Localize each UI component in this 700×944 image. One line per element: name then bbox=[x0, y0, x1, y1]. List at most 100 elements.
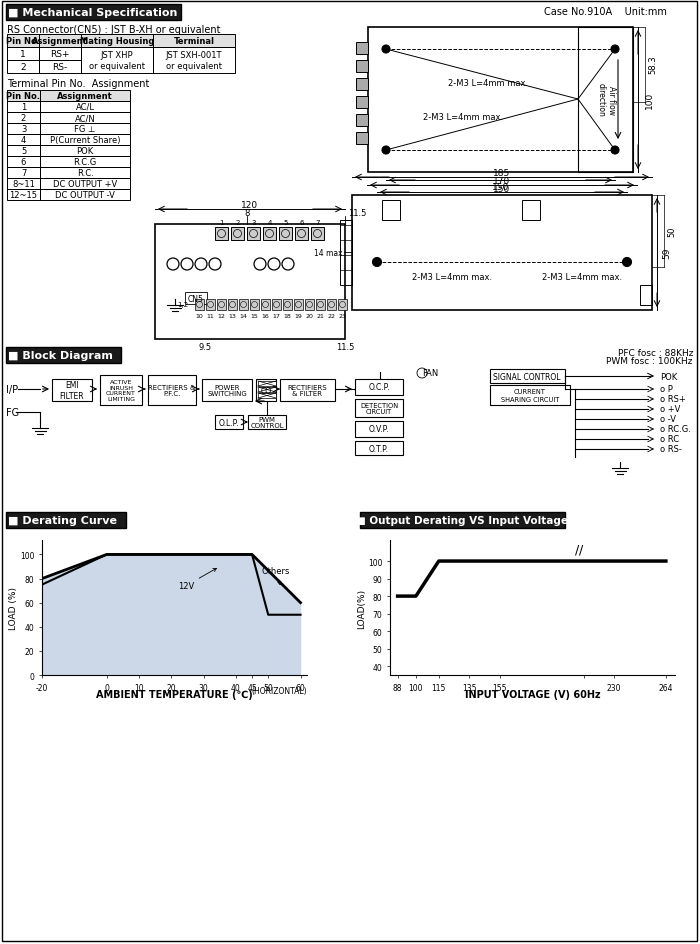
Bar bbox=[382, 201, 400, 221]
Bar bbox=[40, 178, 130, 190]
Text: DC OUTPUT +V: DC OUTPUT +V bbox=[53, 179, 117, 189]
Text: ■ Mechanical Specification: ■ Mechanical Specification bbox=[8, 8, 178, 18]
Bar bbox=[355, 399, 403, 417]
Text: 58.3: 58.3 bbox=[648, 56, 657, 75]
Bar bbox=[40, 135, 130, 145]
Bar bbox=[311, 228, 324, 241]
Text: ■ Block Diagram: ■ Block Diagram bbox=[8, 350, 113, 361]
Bar bbox=[261, 299, 270, 311]
Text: O.T.P.: O.T.P. bbox=[369, 444, 389, 453]
Text: o P: o P bbox=[660, 385, 673, 394]
Bar bbox=[39, 35, 81, 48]
Text: DETECTION
CIRCUIT: DETECTION CIRCUIT bbox=[360, 402, 398, 415]
Bar bbox=[360, 513, 565, 529]
Text: 2-M3 L=4mm max.: 2-M3 L=4mm max. bbox=[412, 273, 492, 282]
Text: 7: 7 bbox=[315, 220, 320, 226]
Bar bbox=[248, 415, 286, 430]
Bar bbox=[217, 299, 226, 311]
Bar bbox=[258, 394, 276, 398]
Text: AC/L: AC/L bbox=[76, 103, 94, 112]
Text: 23: 23 bbox=[339, 313, 346, 318]
Text: 14: 14 bbox=[239, 313, 247, 318]
Bar bbox=[155, 225, 345, 340]
Text: 2: 2 bbox=[21, 114, 26, 123]
Text: 11.5: 11.5 bbox=[348, 210, 366, 218]
Bar bbox=[352, 195, 652, 311]
Text: R.C.: R.C. bbox=[76, 169, 93, 177]
Text: Assignment: Assignment bbox=[57, 92, 113, 101]
Circle shape bbox=[611, 46, 619, 54]
Text: FAN: FAN bbox=[422, 369, 438, 379]
Bar bbox=[206, 299, 215, 311]
Text: 19: 19 bbox=[295, 313, 302, 318]
Bar bbox=[7, 190, 40, 201]
Bar bbox=[256, 379, 276, 401]
Text: 6: 6 bbox=[300, 220, 304, 226]
Bar bbox=[6, 347, 121, 363]
Text: 2: 2 bbox=[20, 63, 26, 72]
Bar bbox=[7, 135, 40, 145]
Text: CN5: CN5 bbox=[188, 295, 204, 303]
Bar bbox=[40, 113, 130, 124]
Bar bbox=[305, 299, 314, 311]
Bar bbox=[272, 299, 281, 311]
Text: O.L.P.: O.L.P. bbox=[218, 418, 239, 427]
Text: 12V: 12V bbox=[178, 568, 216, 591]
Text: ■ Derating Curve: ■ Derating Curve bbox=[8, 515, 118, 526]
Bar bbox=[39, 48, 81, 61]
Text: Case No.910A    Unit:mm: Case No.910A Unit:mm bbox=[544, 7, 666, 17]
Bar bbox=[280, 379, 335, 401]
Bar bbox=[40, 145, 130, 157]
Bar bbox=[368, 28, 633, 173]
Bar bbox=[490, 370, 565, 383]
Bar bbox=[355, 442, 403, 456]
Bar bbox=[522, 201, 540, 221]
Bar bbox=[283, 299, 292, 311]
Text: DC OUTPUT -V: DC OUTPUT -V bbox=[55, 191, 115, 200]
Bar bbox=[7, 178, 40, 190]
Text: 11: 11 bbox=[206, 313, 214, 318]
Text: o RS-: o RS- bbox=[660, 445, 682, 454]
Bar bbox=[215, 228, 228, 241]
Bar bbox=[327, 299, 336, 311]
Bar bbox=[148, 376, 196, 406]
Bar bbox=[250, 299, 259, 311]
Bar bbox=[7, 61, 39, 74]
Bar bbox=[81, 35, 153, 48]
Bar bbox=[279, 228, 292, 241]
Bar bbox=[40, 168, 130, 178]
Bar bbox=[100, 376, 142, 406]
Text: 22: 22 bbox=[328, 313, 335, 318]
Text: PWM
CONTROL: PWM CONTROL bbox=[250, 416, 284, 429]
Bar bbox=[356, 115, 368, 126]
Bar bbox=[6, 5, 181, 21]
Text: POK: POK bbox=[660, 372, 678, 381]
Text: AC/N: AC/N bbox=[75, 114, 95, 123]
Text: 170: 170 bbox=[494, 177, 510, 186]
Bar bbox=[39, 61, 81, 74]
Text: 8~11: 8~11 bbox=[12, 179, 35, 189]
Text: 1: 1 bbox=[21, 103, 26, 112]
Text: o -V: o -V bbox=[660, 415, 676, 424]
Bar bbox=[40, 157, 130, 168]
Text: 17: 17 bbox=[272, 313, 281, 318]
Text: 7: 7 bbox=[21, 169, 26, 177]
Bar bbox=[578, 28, 633, 173]
Text: 20: 20 bbox=[306, 313, 314, 318]
Bar bbox=[7, 91, 40, 102]
Bar bbox=[247, 228, 260, 241]
Circle shape bbox=[372, 259, 382, 267]
Text: 50: 50 bbox=[668, 227, 676, 237]
Text: RECTIFIERS &
P.F.C.: RECTIFIERS & P.F.C. bbox=[148, 384, 196, 397]
Text: Terminal: Terminal bbox=[174, 37, 214, 46]
Text: 1: 1 bbox=[20, 50, 26, 59]
Text: PWM fosc : 100KHz: PWM fosc : 100KHz bbox=[606, 356, 693, 365]
Text: ■ Output Derating VS Input Voltage: ■ Output Derating VS Input Voltage bbox=[356, 515, 568, 526]
Text: 1,2: 1,2 bbox=[177, 302, 188, 308]
Bar bbox=[81, 48, 153, 74]
Text: 5: 5 bbox=[21, 147, 26, 156]
Circle shape bbox=[622, 259, 631, 267]
Bar bbox=[7, 35, 39, 48]
Text: RS-: RS- bbox=[52, 63, 68, 72]
Text: 10: 10 bbox=[195, 313, 204, 318]
